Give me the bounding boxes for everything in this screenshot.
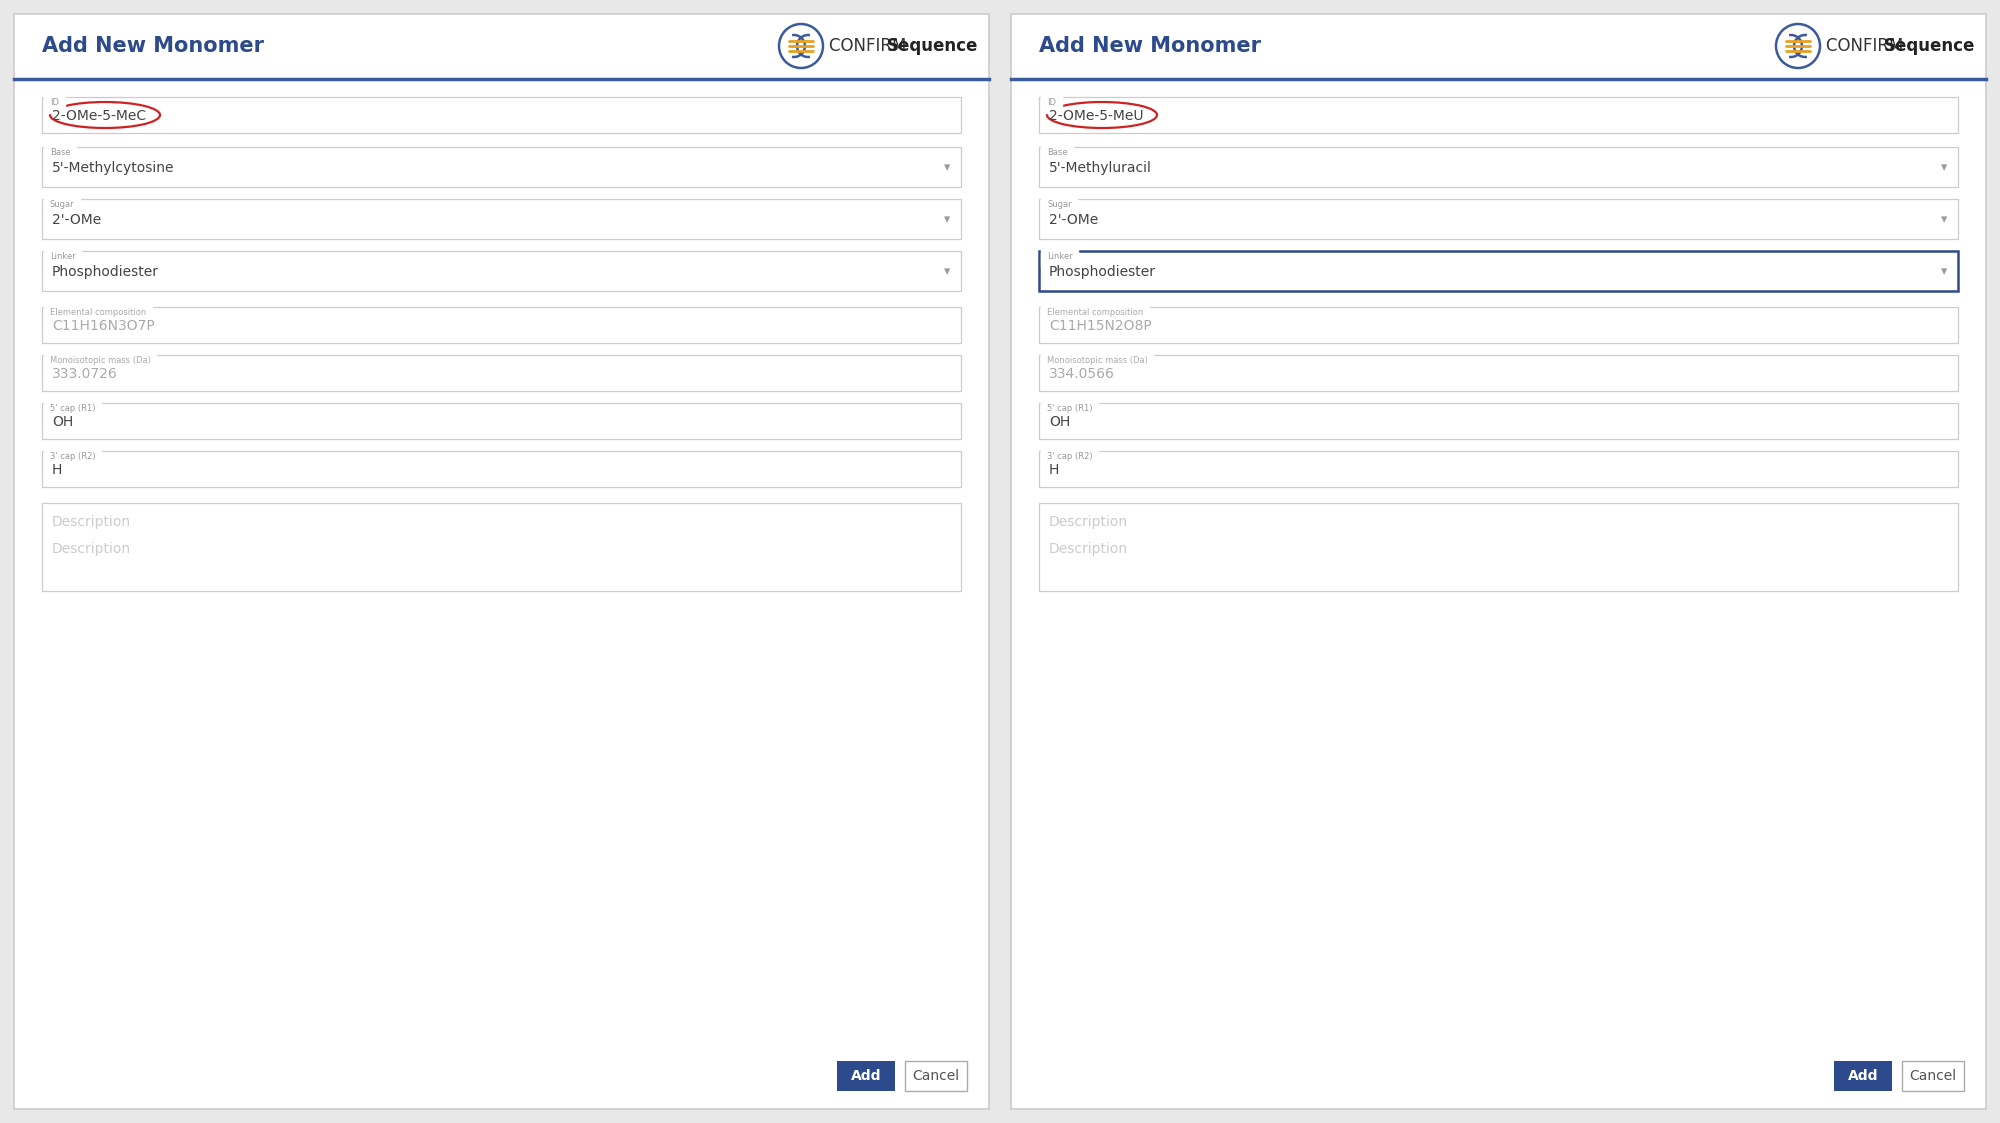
Text: H: H bbox=[52, 463, 62, 477]
Text: Monoisotopic mass (Da): Monoisotopic mass (Da) bbox=[50, 356, 150, 365]
Text: OH: OH bbox=[52, 414, 74, 429]
Text: H: H bbox=[1048, 463, 1060, 477]
Text: 5'-Methylcytosine: 5'-Methylcytosine bbox=[52, 161, 174, 175]
Text: Add: Add bbox=[1848, 1069, 1878, 1083]
Text: ▾: ▾ bbox=[1940, 265, 1948, 279]
FancyBboxPatch shape bbox=[42, 451, 960, 487]
Text: Description: Description bbox=[1048, 541, 1128, 556]
Text: ID: ID bbox=[1048, 98, 1056, 107]
Text: Description: Description bbox=[52, 541, 132, 556]
FancyBboxPatch shape bbox=[1040, 252, 1958, 291]
Text: Phosphodiester: Phosphodiester bbox=[52, 265, 160, 279]
Text: 333.0726: 333.0726 bbox=[52, 367, 118, 381]
Text: 2'-OMe: 2'-OMe bbox=[52, 212, 102, 227]
FancyBboxPatch shape bbox=[42, 97, 960, 133]
Text: Add New Monomer: Add New Monomer bbox=[42, 36, 264, 56]
FancyBboxPatch shape bbox=[42, 403, 960, 439]
Text: CONFIRM: CONFIRM bbox=[830, 37, 912, 55]
Text: ▾: ▾ bbox=[944, 213, 950, 227]
Text: 3' cap (R2): 3' cap (R2) bbox=[50, 451, 96, 462]
Text: Base: Base bbox=[50, 148, 70, 157]
FancyBboxPatch shape bbox=[1012, 13, 1986, 1110]
Text: 2-OMe-5-MeC: 2-OMe-5-MeC bbox=[52, 109, 146, 122]
Text: ▾: ▾ bbox=[944, 265, 950, 279]
FancyBboxPatch shape bbox=[1040, 147, 1958, 188]
Text: Cancel: Cancel bbox=[912, 1069, 960, 1083]
Text: ▾: ▾ bbox=[944, 162, 950, 174]
Text: ▾: ▾ bbox=[1940, 162, 1948, 174]
Text: CONFIRM: CONFIRM bbox=[1826, 37, 1908, 55]
FancyBboxPatch shape bbox=[836, 1061, 896, 1092]
FancyBboxPatch shape bbox=[1040, 97, 1958, 133]
Text: ▾: ▾ bbox=[1940, 213, 1948, 227]
FancyBboxPatch shape bbox=[1040, 403, 1958, 439]
FancyBboxPatch shape bbox=[42, 355, 960, 391]
FancyBboxPatch shape bbox=[42, 503, 960, 591]
Text: Add New Monomer: Add New Monomer bbox=[1040, 36, 1262, 56]
Text: OH: OH bbox=[1048, 414, 1070, 429]
FancyBboxPatch shape bbox=[904, 1061, 968, 1092]
Text: C11H15N2O8P: C11H15N2O8P bbox=[1048, 319, 1152, 332]
Text: Linker: Linker bbox=[1048, 252, 1072, 261]
FancyBboxPatch shape bbox=[1040, 355, 1958, 391]
FancyBboxPatch shape bbox=[1040, 199, 1958, 239]
Text: Elemental composition: Elemental composition bbox=[1048, 308, 1144, 317]
Text: Sugar: Sugar bbox=[1048, 200, 1072, 209]
Text: 5'-Methyluracil: 5'-Methyluracil bbox=[1048, 161, 1152, 175]
Text: Sequence: Sequence bbox=[888, 37, 978, 55]
Text: 2'-OMe: 2'-OMe bbox=[1048, 212, 1098, 227]
Text: Linker: Linker bbox=[50, 252, 76, 261]
FancyBboxPatch shape bbox=[1040, 451, 1958, 487]
FancyBboxPatch shape bbox=[14, 13, 988, 1110]
Text: 334.0566: 334.0566 bbox=[1048, 367, 1114, 381]
Text: 5' cap (R1): 5' cap (R1) bbox=[50, 404, 96, 413]
Text: Cancel: Cancel bbox=[1910, 1069, 1956, 1083]
Text: 5' cap (R1): 5' cap (R1) bbox=[1048, 404, 1092, 413]
FancyBboxPatch shape bbox=[42, 307, 960, 343]
FancyBboxPatch shape bbox=[1040, 307, 1958, 343]
Text: Add: Add bbox=[850, 1069, 882, 1083]
FancyBboxPatch shape bbox=[1902, 1061, 1964, 1092]
FancyBboxPatch shape bbox=[42, 199, 960, 239]
Text: Elemental composition: Elemental composition bbox=[50, 308, 146, 317]
Text: C11H16N3O7P: C11H16N3O7P bbox=[52, 319, 154, 332]
Text: Phosphodiester: Phosphodiester bbox=[1048, 265, 1156, 279]
FancyBboxPatch shape bbox=[1834, 1061, 1892, 1092]
Text: Description: Description bbox=[1048, 515, 1128, 529]
Text: Monoisotopic mass (Da): Monoisotopic mass (Da) bbox=[1048, 356, 1148, 365]
Text: 2-OMe-5-MeU: 2-OMe-5-MeU bbox=[1048, 109, 1144, 122]
Text: 3' cap (R2): 3' cap (R2) bbox=[1048, 451, 1092, 462]
Text: ID: ID bbox=[50, 98, 60, 107]
Text: Sugar: Sugar bbox=[50, 200, 74, 209]
FancyBboxPatch shape bbox=[42, 147, 960, 188]
FancyBboxPatch shape bbox=[42, 252, 960, 291]
FancyBboxPatch shape bbox=[1040, 503, 1958, 591]
Text: Description: Description bbox=[52, 515, 132, 529]
Text: Sequence: Sequence bbox=[1884, 37, 1976, 55]
Text: Base: Base bbox=[1048, 148, 1068, 157]
